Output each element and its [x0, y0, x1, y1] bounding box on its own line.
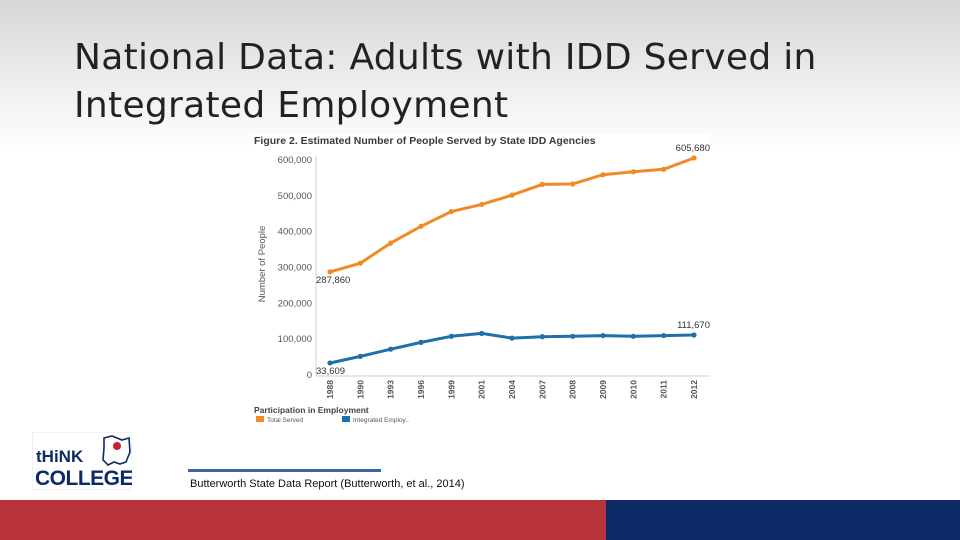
data-point — [418, 339, 424, 345]
data-point — [448, 333, 454, 339]
logo-target-icon — [113, 442, 121, 450]
data-point — [661, 166, 667, 172]
x-tick-label: 1990 — [355, 380, 365, 399]
x-tick-label: 1999 — [446, 380, 456, 399]
line-chart: Figure 2. Estimated Number of People Ser… — [254, 135, 710, 424]
data-point — [570, 333, 576, 339]
x-tick-label: 2004 — [507, 380, 517, 399]
x-tick-label: 2009 — [598, 380, 608, 399]
x-tick-label: 2007 — [537, 380, 547, 399]
data-point — [479, 330, 485, 337]
x-tick-label: 1993 — [386, 380, 396, 399]
data-point — [570, 181, 576, 187]
chart-title: Figure 2. Estimated Number of People Ser… — [254, 135, 596, 147]
logo-line1: tHiNK — [36, 447, 84, 466]
series-line-0 — [328, 156, 696, 274]
y-tick-label: 600,000 — [278, 155, 312, 166]
chart-figure: Figure 2. Estimated Number of People Ser… — [252, 134, 710, 426]
legend-label: Total Served — [267, 417, 304, 424]
data-label: 605,680 — [676, 143, 710, 154]
footer-bar-blue — [606, 500, 960, 540]
ohio-outline-icon — [102, 435, 131, 466]
x-tick-label: 2011 — [659, 380, 669, 399]
y-axis-label: Number of People — [257, 226, 268, 303]
data-point — [509, 335, 515, 341]
legend-swatch — [256, 416, 264, 422]
x-tick-label: 1996 — [416, 380, 426, 399]
data-point — [661, 332, 667, 339]
data-point — [539, 334, 545, 340]
x-tick-label: 2012 — [689, 380, 699, 399]
legend: Total Served Integrated Employ.. — [256, 416, 409, 424]
y-tick-label: 0 — [307, 370, 312, 381]
data-point — [691, 155, 697, 161]
slide-title: National Data: Adults with IDD Served in… — [74, 37, 817, 126]
footer-bar-red — [0, 500, 606, 540]
data-labels: 605,680 287,860 111,670 33,609 — [316, 143, 710, 377]
data-point — [509, 192, 515, 198]
x-tick-label: 2001 — [477, 380, 487, 399]
data-point — [388, 346, 394, 352]
y-tick-label: 500,000 — [278, 191, 312, 202]
legend-swatch — [342, 416, 350, 422]
x-tick-label: 2008 — [568, 380, 578, 399]
series-lines — [328, 156, 696, 365]
data-point — [327, 360, 333, 366]
data-point — [479, 201, 485, 208]
data-point — [357, 260, 363, 266]
y-tick-label: 400,000 — [278, 227, 312, 238]
data-point — [630, 333, 636, 339]
logo-line2: COLLEGE! — [35, 467, 132, 490]
y-tick-label: 300,000 — [278, 263, 312, 274]
data-point — [448, 209, 454, 215]
data-label: 287,860 — [316, 275, 350, 286]
y-tick-labels: 0 100,000 200,000 300,000 400,000 500,000 600,… — [278, 155, 312, 381]
legend-label: Integrated Employ.. — [353, 417, 409, 424]
y-tick-label: 100,000 — [278, 334, 312, 345]
data-point — [630, 169, 636, 175]
y-tick-label: 200,000 — [278, 298, 312, 309]
data-point — [600, 172, 606, 178]
source-divider — [188, 469, 381, 472]
think-college-logo: tHiNK COLLEGE! — [31, 431, 140, 491]
data-point — [418, 223, 424, 229]
data-point — [691, 332, 697, 338]
legend-title: Participation in Employment — [254, 405, 369, 415]
data-point — [388, 240, 394, 246]
series-points — [327, 155, 697, 366]
x-tick-label: 1988 — [325, 380, 335, 399]
data-point — [539, 181, 545, 187]
x-tick-labels: 1988 1990 1993 1996 1999 2001 2004 2007 2008 2009… — [325, 380, 699, 399]
source-citation: Butterworth State Data Report (Butterwor… — [190, 478, 465, 490]
data-point — [357, 353, 363, 359]
data-point — [327, 269, 333, 275]
data-label: 33,609 — [316, 366, 345, 377]
data-point — [600, 332, 606, 339]
x-tick-label: 2010 — [628, 380, 638, 399]
data-label: 111,670 — [677, 320, 710, 331]
